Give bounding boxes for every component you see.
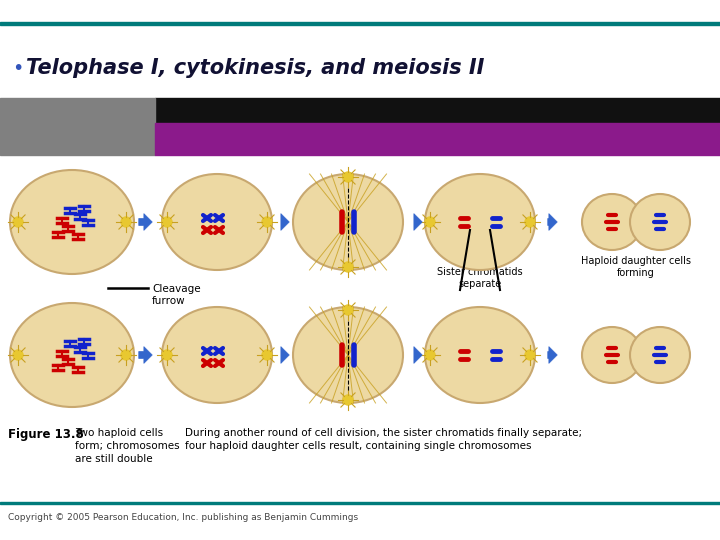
Text: •: • <box>12 58 23 78</box>
Circle shape <box>13 350 23 360</box>
Ellipse shape <box>582 327 642 383</box>
Circle shape <box>13 217 23 227</box>
Circle shape <box>425 350 435 360</box>
Ellipse shape <box>425 174 535 270</box>
Text: PROPHASE II: PROPHASE II <box>183 137 253 147</box>
Circle shape <box>162 217 172 227</box>
Circle shape <box>425 217 435 227</box>
Bar <box>155 98 720 123</box>
Bar <box>0 22 720 25</box>
Text: ANAPHASE II: ANAPHASE II <box>445 137 515 147</box>
Text: TELOPHASE II AND
CYTOKINESIS: TELOPHASE II AND CYTOKINESIS <box>582 130 683 153</box>
Circle shape <box>525 217 535 227</box>
Text: During another round of cell division, the sister chromatids finally separate;
f: During another round of cell division, t… <box>185 428 582 451</box>
Circle shape <box>525 350 535 360</box>
Circle shape <box>343 262 353 272</box>
Ellipse shape <box>293 174 403 270</box>
Ellipse shape <box>630 194 690 250</box>
Text: Haploid daughter cells
forming: Haploid daughter cells forming <box>581 256 691 279</box>
Bar <box>0 502 720 504</box>
Bar <box>0 98 155 155</box>
Ellipse shape <box>630 327 690 383</box>
Text: Copyright © 2005 Pearson Education, Inc. publishing as Benjamin Cummings: Copyright © 2005 Pearson Education, Inc.… <box>8 514 358 523</box>
Ellipse shape <box>425 307 535 403</box>
Ellipse shape <box>162 174 272 270</box>
Circle shape <box>343 172 353 182</box>
Text: MEIOSIS II: Separates sister chromatids: MEIOSIS II: Separates sister chromatids <box>272 103 603 118</box>
Text: Two haploid cells
form; chromosomes
are still double: Two haploid cells form; chromosomes are … <box>75 428 179 464</box>
Ellipse shape <box>162 307 272 403</box>
Text: Figure 13.8: Figure 13.8 <box>8 428 84 441</box>
Circle shape <box>262 217 272 227</box>
Circle shape <box>121 217 131 227</box>
Bar <box>155 123 720 155</box>
Ellipse shape <box>10 170 134 274</box>
Circle shape <box>121 350 131 360</box>
Text: METAPHASE II: METAPHASE II <box>309 137 386 147</box>
Text: Sister chromatids
separate: Sister chromatids separate <box>437 267 523 289</box>
Circle shape <box>343 395 353 405</box>
Ellipse shape <box>10 303 134 407</box>
Text: Cleavage
furrow: Cleavage furrow <box>152 284 201 306</box>
Ellipse shape <box>582 194 642 250</box>
Circle shape <box>343 305 353 315</box>
Circle shape <box>162 350 172 360</box>
Circle shape <box>262 350 272 360</box>
Text: Telophase I, cytokinesis, and meiosis II: Telophase I, cytokinesis, and meiosis II <box>26 58 485 78</box>
Ellipse shape <box>293 307 403 403</box>
Text: TELOPHASE I AND
CYTOKINESIS: TELOPHASE I AND CYTOKINESIS <box>28 130 126 153</box>
